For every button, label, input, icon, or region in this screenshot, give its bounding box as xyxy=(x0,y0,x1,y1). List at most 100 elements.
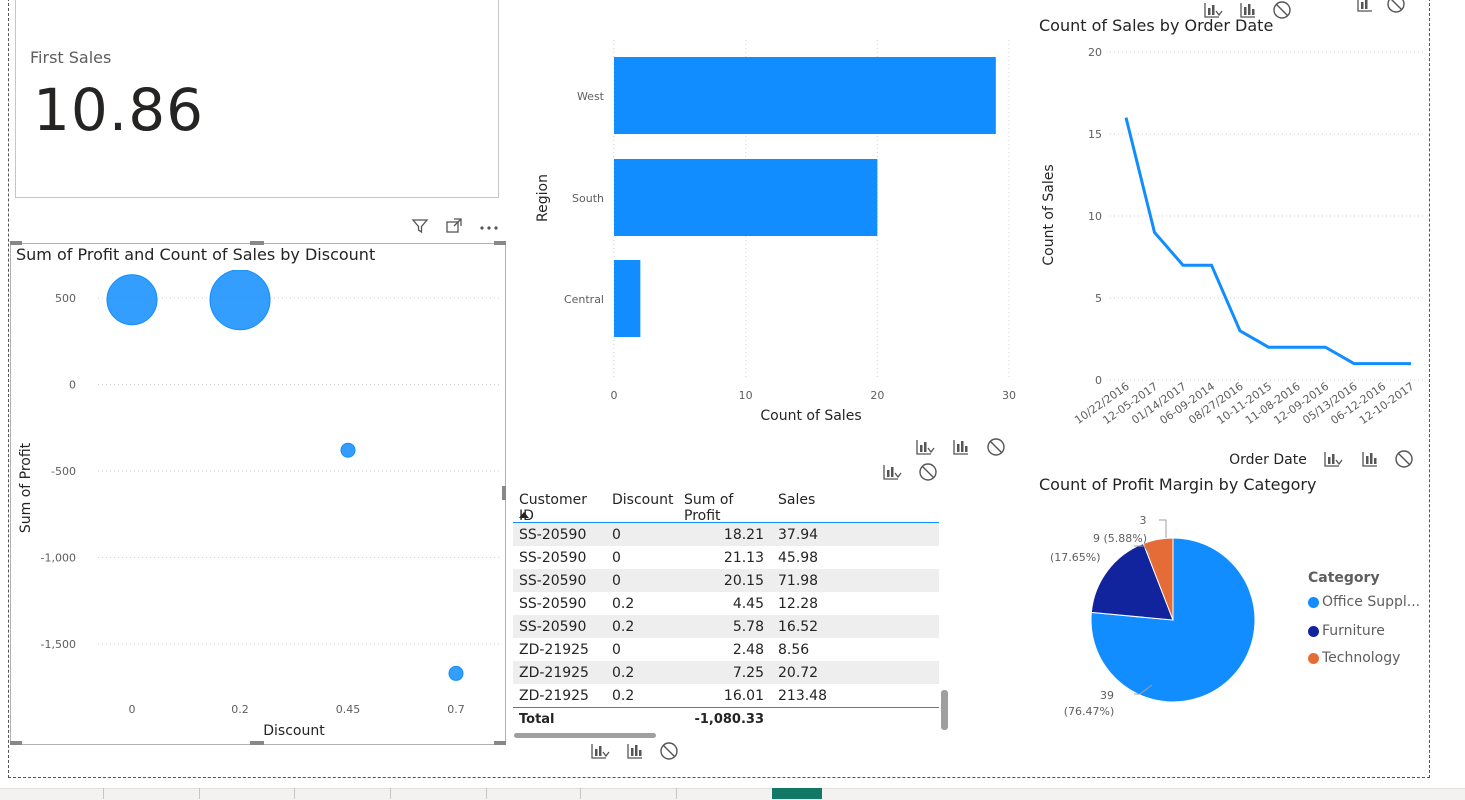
table-row[interactable]: SS-20590 0.2 5.78 16.52 xyxy=(513,615,939,638)
scatter-point[interactable] xyxy=(209,270,271,331)
focus-mode-icon[interactable] xyxy=(444,216,464,236)
legend-label: Technology xyxy=(1322,650,1401,666)
page-tab[interactable] xyxy=(580,788,677,799)
x-tick-label: 20 xyxy=(870,389,884,402)
table-cell: 37.94 xyxy=(778,526,819,543)
y-tick-label: -1,000 xyxy=(41,552,76,565)
line-bottom-icons xyxy=(1323,449,1418,471)
page-tab[interactable] xyxy=(294,788,391,799)
resize-handle[interactable] xyxy=(250,241,264,245)
category-pie-chart: 3 9 (5.88%) (17.65%) 39 (76.47%) xyxy=(1050,514,1256,718)
table-row[interactable]: ZD-21925 0.2 7.25 20.72 xyxy=(513,661,939,684)
table-cell: 0 xyxy=(612,572,621,589)
page-tab-active[interactable] xyxy=(772,788,822,799)
scatter-point[interactable] xyxy=(106,274,158,326)
table-total-row: Total -1,080.33 xyxy=(513,707,939,730)
column-header[interactable]: Customer ID xyxy=(513,492,606,524)
more-options-icon[interactable] xyxy=(474,216,504,236)
drill-down-icon[interactable] xyxy=(1203,0,1223,20)
column-header[interactable]: Discount xyxy=(612,492,674,508)
page-tab[interactable] xyxy=(676,788,773,799)
column-header[interactable]: Sales xyxy=(778,492,816,508)
pie-leader-lines xyxy=(1134,519,1167,695)
resize-handle[interactable] xyxy=(10,741,22,745)
legend-label: Furniture xyxy=(1322,623,1385,639)
first-sales-card[interactable] xyxy=(15,0,499,198)
table-row[interactable]: SS-20590 0 20.15 71.98 xyxy=(513,569,939,592)
clear-filter-icon[interactable] xyxy=(986,437,1006,457)
table-row[interactable]: SS-20590 0 21.13 45.98 xyxy=(513,546,939,569)
x-tick-label: 0.45 xyxy=(336,703,361,716)
legend-item-office-supplies[interactable]: Office Suppl... xyxy=(1308,594,1420,610)
pie-legend-title: Category xyxy=(1308,570,1380,586)
table-row[interactable]: SS-20590 0.2 4.45 12.28 xyxy=(513,592,939,615)
drill-down-icon[interactable] xyxy=(882,462,902,482)
resize-handle[interactable] xyxy=(494,741,506,745)
table-header-row: Customer ID Discount Sum of Profit Sales xyxy=(513,492,939,524)
table-cell: 0.2 xyxy=(612,595,635,612)
page-tab[interactable] xyxy=(103,788,200,799)
bar-south[interactable] xyxy=(614,159,878,236)
y-tick-label: 0 xyxy=(69,379,76,392)
column-header[interactable]: Sum of Profit xyxy=(684,492,734,524)
scatter-title: Sum of Profit and Count of Sales by Disc… xyxy=(16,245,376,264)
scatter-point[interactable] xyxy=(340,442,356,458)
bar-chart-icon[interactable] xyxy=(951,437,971,457)
bar-chart-icon[interactable] xyxy=(1360,449,1380,469)
drill-down-icon[interactable] xyxy=(1323,449,1343,469)
legend-item-technology[interactable]: Technology xyxy=(1308,650,1400,666)
y-tick-label: 0 xyxy=(1095,374,1102,387)
page-tab[interactable] xyxy=(486,788,581,799)
drill-down-icon[interactable] xyxy=(590,741,610,761)
clear-filter-icon[interactable] xyxy=(1272,0,1292,20)
page-tab[interactable] xyxy=(390,788,487,799)
table-vertical-scrollbar[interactable] xyxy=(941,690,948,730)
line-title: Count of Sales by Order Date xyxy=(1039,16,1274,35)
clear-filter-icon[interactable] xyxy=(1394,449,1414,469)
resize-handle[interactable] xyxy=(494,241,506,245)
leader-line-office xyxy=(1134,684,1153,695)
bar-central[interactable] xyxy=(614,260,641,337)
line-series xyxy=(1124,117,1411,366)
filter-icon[interactable] xyxy=(410,216,430,236)
table-horizontal-scrollbar[interactable] xyxy=(514,733,656,738)
scatter-point[interactable] xyxy=(448,665,464,681)
y-tick-label: Central xyxy=(564,293,604,306)
legend-item-furniture[interactable]: Furniture xyxy=(1308,623,1385,639)
clear-filter-icon[interactable] xyxy=(659,741,679,761)
bar-chart-icon[interactable] xyxy=(625,741,645,761)
table-cell: SS-20590 xyxy=(519,618,587,635)
table-cell: 0.2 xyxy=(612,687,635,704)
table-cell: 18.21 xyxy=(723,526,764,543)
clear-filter-icon[interactable] xyxy=(1386,0,1406,14)
table-cell: 0 xyxy=(612,549,621,566)
resize-handle[interactable] xyxy=(10,241,22,245)
bar-west[interactable] xyxy=(614,57,996,134)
table-cell: ZD-21925 xyxy=(519,664,589,681)
pie-slice[interactable] xyxy=(1142,537,1174,621)
page-tab[interactable] xyxy=(199,788,295,799)
bar-visual-icons xyxy=(915,437,1010,459)
scatter-x-axis-label: Discount xyxy=(263,723,325,739)
table-header-icons xyxy=(882,462,942,484)
table-row[interactable]: ZD-21925 0.2 16.01 213.48 xyxy=(513,684,939,707)
bar-chart-icon[interactable] xyxy=(1238,0,1258,20)
column-header-label: Customer ID xyxy=(519,492,588,524)
table-cell: SS-20590 xyxy=(519,595,587,612)
resize-handle[interactable] xyxy=(250,741,264,745)
drill-down-icon[interactable] xyxy=(1356,0,1376,14)
table-cell: 21.13 xyxy=(723,549,764,566)
table-row[interactable]: ZD-21925 0 2.48 8.56 xyxy=(513,638,939,661)
resize-handle[interactable] xyxy=(502,486,506,500)
table-cell: 71.98 xyxy=(778,572,819,589)
clear-filter-icon[interactable] xyxy=(918,462,938,482)
table-cell: 20.15 xyxy=(723,572,764,589)
y-tick-label: 5 xyxy=(1095,292,1102,305)
legend-label: Office Suppl... xyxy=(1322,594,1421,610)
table-cell: 4.45 xyxy=(732,595,764,612)
table-cell: 8.56 xyxy=(778,641,810,658)
table-row[interactable]: SS-20590 0 18.21 37.94 xyxy=(513,523,939,546)
line-x-axis-label: Order Date xyxy=(1229,452,1307,468)
drill-down-icon[interactable] xyxy=(915,437,935,457)
pie-slice[interactable] xyxy=(1090,537,1256,703)
